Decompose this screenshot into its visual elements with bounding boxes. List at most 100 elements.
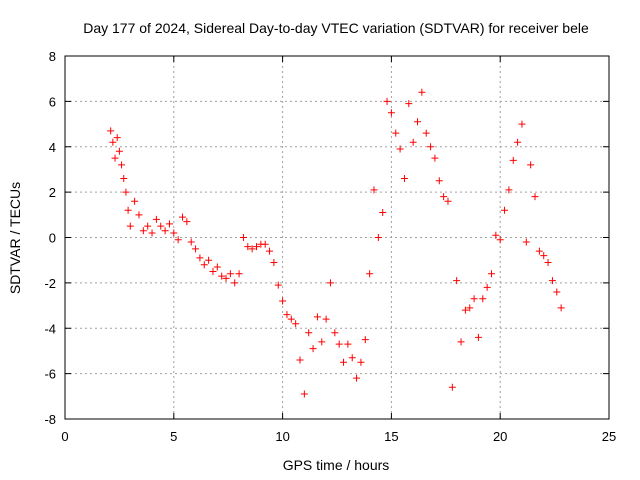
data-point: [115, 147, 123, 155]
data-point: [483, 283, 491, 291]
data-point: [431, 154, 439, 162]
data-point: [131, 197, 139, 205]
data-point: [270, 258, 278, 266]
data-point: [326, 279, 334, 287]
x-tick-label: 5: [170, 429, 177, 444]
data-point: [444, 197, 452, 205]
data-point: [113, 134, 121, 142]
data-point: [135, 211, 143, 219]
data-point: [348, 354, 356, 362]
x-tick-label: 25: [602, 429, 616, 444]
axis-ticks: 0 5 10 15 20 25 -8 -6 -4 -2 0 2 4 6 8: [44, 49, 616, 444]
data-point: [174, 236, 182, 244]
data-point: [492, 231, 500, 239]
x-tick-label: 15: [384, 429, 398, 444]
data-point: [335, 340, 343, 348]
x-axis-label: GPS time / hours: [283, 457, 390, 473]
data-point: [187, 238, 195, 246]
data-point: [422, 129, 430, 137]
y-tick-label: 6: [49, 94, 56, 109]
data-point: [196, 254, 204, 262]
y-tick-label: 4: [49, 140, 56, 155]
data-point: [383, 97, 391, 105]
data-point: [457, 338, 465, 346]
data-point: [111, 154, 119, 162]
data-point: [440, 193, 448, 201]
data-point: [318, 338, 326, 346]
data-point: [205, 256, 213, 264]
data-point: [387, 109, 395, 117]
grid-lines: [65, 56, 609, 419]
data-point: [170, 229, 178, 237]
data-point: [148, 229, 156, 237]
data-point: [548, 277, 556, 285]
data-point: [487, 270, 495, 278]
data-point: [322, 315, 330, 323]
data-point: [152, 215, 160, 223]
series-sdtvar: [107, 88, 565, 398]
data-point: [357, 358, 365, 366]
data-point: [235, 270, 243, 278]
data-point: [200, 261, 208, 269]
data-point: [501, 206, 509, 214]
data-point: [161, 227, 169, 235]
data-point: [252, 243, 260, 251]
data-point: [461, 306, 469, 314]
data-point: [165, 220, 173, 228]
data-point: [361, 336, 369, 344]
data-point: [370, 186, 378, 194]
data-point: [118, 161, 126, 169]
data-point: [453, 277, 461, 285]
data-point: [405, 100, 413, 108]
data-point: [107, 127, 115, 135]
data-point: [261, 240, 269, 248]
data-point: [366, 270, 374, 278]
y-tick-label: 0: [49, 231, 56, 246]
data-point: [340, 358, 348, 366]
data-point: [292, 320, 300, 328]
data-point: [120, 175, 128, 183]
data-point: [139, 227, 147, 235]
x-tick-label: 20: [493, 429, 507, 444]
data-point: [231, 279, 239, 287]
data-point: [470, 295, 478, 303]
data-point: [479, 295, 487, 303]
data-point: [226, 270, 234, 278]
data-point: [522, 238, 530, 246]
data-point: [344, 340, 352, 348]
data-point: [124, 206, 132, 214]
data-point: [144, 222, 152, 230]
data-point: [126, 222, 134, 230]
y-tick-label: -6: [44, 367, 56, 382]
data-point: [374, 234, 382, 241]
data-point: [509, 156, 517, 164]
data-point: [287, 315, 295, 323]
data-point: [296, 356, 304, 364]
data-point: [248, 245, 256, 253]
x-tick-label: 0: [61, 429, 68, 444]
data-point: [266, 247, 274, 255]
data-point: [418, 88, 426, 96]
data-point: [300, 390, 308, 398]
data-point: [331, 329, 339, 337]
data-point: [157, 222, 165, 230]
data-point: [427, 143, 435, 151]
data-point: [274, 281, 282, 289]
data-point: [514, 138, 522, 146]
data-point: [283, 311, 291, 319]
y-tick-label: -4: [44, 321, 56, 336]
data-point: [244, 243, 252, 251]
data-point: [353, 374, 361, 382]
data-point: [222, 274, 230, 282]
data-point: [183, 218, 191, 226]
y-tick-label: -8: [44, 412, 56, 427]
data-point: [379, 209, 387, 217]
data-point: [109, 138, 117, 146]
data-point: [309, 345, 317, 353]
data-point: [496, 236, 504, 244]
data-point: [279, 297, 287, 305]
data-point: [179, 213, 187, 221]
data-point: [474, 333, 482, 341]
data-point: [531, 193, 539, 201]
